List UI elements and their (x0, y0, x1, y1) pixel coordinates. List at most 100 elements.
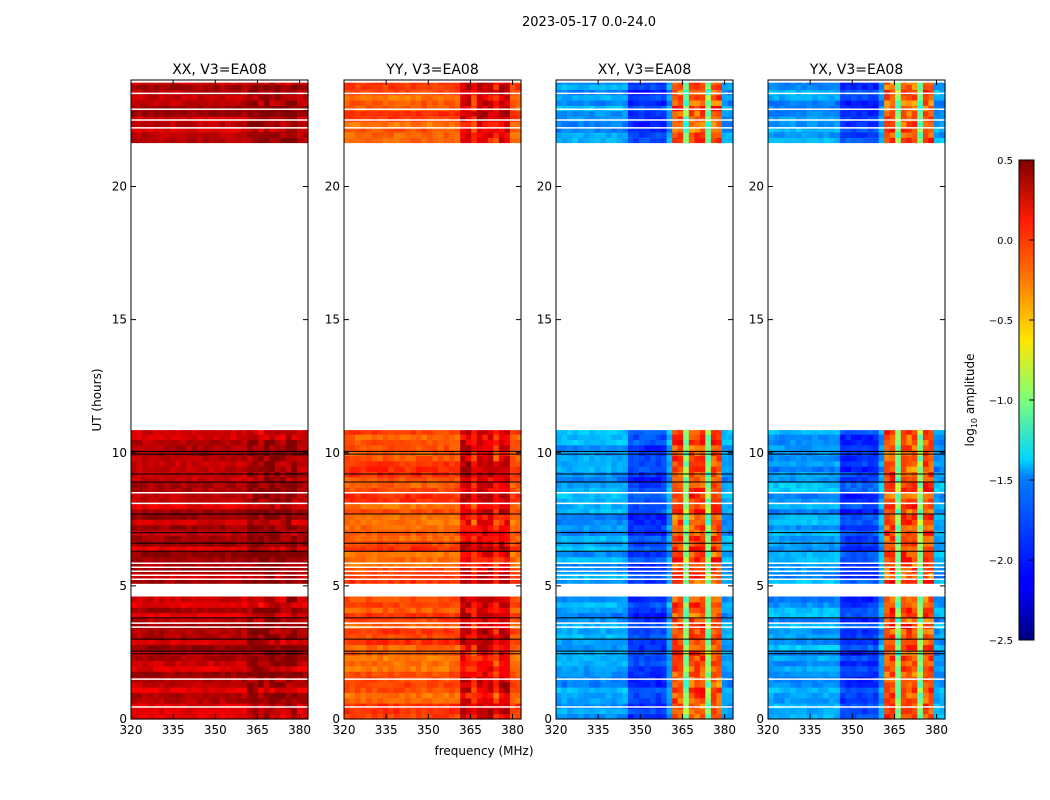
heatmap-cell (247, 434, 254, 440)
heatmap-cell (225, 503, 232, 510)
heatmap-cell (147, 561, 154, 568)
heatmap-cell (482, 708, 489, 715)
heatmap-cell (465, 607, 472, 614)
heatmap-cell (515, 434, 522, 440)
heatmap-cell (399, 498, 406, 504)
heatmap-cell (252, 535, 259, 542)
heatmap-cell (219, 450, 226, 456)
heatmap-cell (225, 94, 232, 101)
heatmap-cell (721, 577, 728, 584)
heatmap-cell (263, 492, 270, 499)
heatmap-cell (355, 596, 362, 603)
panel-frame (343, 79, 522, 720)
heatmap-cell (449, 514, 456, 520)
heatmap-cell (247, 617, 254, 624)
heatmap-cell (509, 466, 516, 472)
heatmap-cell (561, 601, 568, 608)
heatmap-cell (404, 665, 411, 672)
heatmap-cell (471, 633, 478, 640)
heatmap-cell (504, 644, 511, 651)
heatmap-cell (672, 623, 679, 629)
heatmap-cell (666, 692, 673, 699)
heatmap-cell (399, 89, 406, 96)
heatmap-cell (258, 434, 265, 440)
heatmap-cell (454, 444, 461, 451)
heatmap-cell (136, 482, 143, 488)
heatmap-cell (578, 665, 585, 672)
heatmap-cell (131, 460, 138, 467)
heatmap-cell (241, 697, 248, 704)
heatmap-cell (219, 708, 226, 715)
heatmap-cell (197, 450, 204, 456)
heatmap-cell (427, 639, 434, 645)
heatmap-cell (241, 84, 248, 90)
heatmap-cell (460, 82, 467, 85)
heatmap-cell (672, 601, 679, 608)
heatmap-cell (208, 665, 215, 672)
heatmap-cell (438, 137, 445, 144)
heatmap-cell (214, 612, 221, 619)
heatmap-cell (158, 100, 165, 106)
heatmap-cell (191, 487, 198, 494)
heatmap-cell (438, 439, 445, 446)
heatmap-cell (302, 82, 309, 85)
heatmap-cell (158, 466, 165, 472)
heatmap-cell (252, 439, 259, 446)
heatmap-cell (175, 551, 182, 558)
heatmap-cell (269, 601, 276, 608)
heatmap-cell (404, 639, 411, 645)
heatmap-cell (622, 577, 629, 584)
heatmap-cell (247, 126, 254, 133)
heatmap-cell (142, 524, 149, 531)
heatmap-cell (454, 665, 461, 672)
heatmap-cell (622, 687, 629, 693)
heatmap-cell (225, 444, 232, 451)
heatmap-cell (683, 644, 690, 651)
heatmap-cell (482, 607, 489, 614)
heatmap-cell (142, 545, 149, 552)
heatmap-cell (371, 126, 378, 133)
heatmap-cell (650, 681, 657, 688)
heatmap-cell (721, 623, 728, 629)
heatmap-cell (504, 697, 511, 704)
heatmap-cell (410, 482, 417, 488)
heatmap-cell (164, 577, 171, 584)
heatmap-cell (214, 439, 221, 446)
heatmap-cell (296, 665, 303, 672)
heatmap-cell (202, 508, 209, 515)
heatmap-cell (269, 612, 276, 619)
heatmap-cell (493, 708, 500, 715)
heatmap-cell (136, 476, 143, 483)
heatmap-cell (169, 660, 176, 667)
heatmap-cell (360, 84, 367, 90)
heatmap-cell (515, 503, 522, 510)
heatmap-cell (382, 612, 389, 619)
heatmap-cell (225, 487, 232, 494)
heatmap-cell (252, 498, 259, 504)
heatmap-cell (399, 476, 406, 483)
heatmap-cell (421, 671, 428, 677)
heatmap-cell (169, 450, 176, 456)
heatmap-cell (377, 126, 384, 133)
heatmap-cell (498, 476, 505, 483)
heatmap-cell (611, 639, 618, 645)
heatmap-cell (269, 131, 276, 138)
heatmap-cell (410, 524, 417, 531)
heatmap-cell (388, 601, 395, 608)
heatmap-cell (600, 713, 607, 720)
heatmap-cell (230, 545, 237, 552)
heatmap-cell (556, 703, 563, 709)
heatmap-cell (509, 649, 516, 656)
heatmap-cell (136, 660, 143, 667)
heatmap-cell (393, 545, 400, 552)
heatmap-cell (164, 137, 171, 144)
heatmap-cell (498, 450, 505, 456)
heatmap-cell (493, 633, 500, 640)
heatmap-cell (438, 460, 445, 467)
heatmap-cell (344, 121, 351, 128)
heatmap-cell (666, 601, 673, 608)
heatmap-cell (274, 681, 281, 688)
heatmap-cell (175, 519, 182, 526)
heatmap-cell (247, 655, 254, 661)
heatmap-cell (716, 644, 723, 651)
